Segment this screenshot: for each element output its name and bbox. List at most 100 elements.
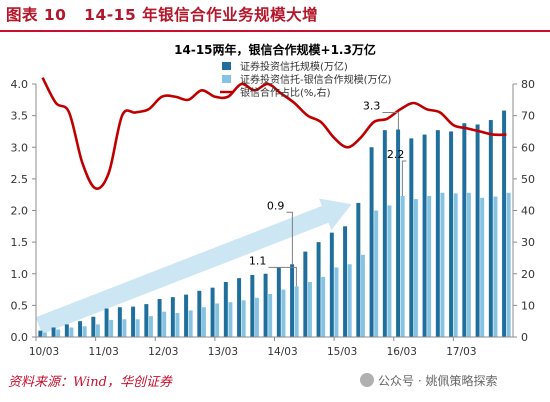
- left-tick-label: 0.5: [11, 299, 29, 312]
- right-tick-label: 20: [521, 268, 535, 281]
- x-tick-label: 11/03: [88, 346, 118, 358]
- x-tick-label: 13/03: [208, 346, 238, 358]
- bar-bank-trust-cooperation: [95, 324, 100, 337]
- bar-securities-trust: [303, 251, 308, 337]
- bar-securities-trust: [396, 129, 401, 337]
- figure-header: 图表 10 14-15 年银信合作业务规模大增: [0, 0, 550, 30]
- annotation-leader: [268, 266, 297, 287]
- left-tick-label: 1.5: [11, 236, 29, 249]
- bar-bank-trust-cooperation: [201, 307, 206, 337]
- bar-bank-trust-cooperation: [334, 267, 339, 337]
- bar-securities-trust: [250, 275, 255, 337]
- bar-bank-trust-cooperation: [281, 289, 286, 337]
- x-tick-label: 17/03: [446, 346, 476, 358]
- bar-securities-trust: [117, 307, 122, 337]
- chart-title: 14-15两年，银信合作规模+1.3万亿: [174, 42, 376, 57]
- bar-securities-trust: [223, 281, 228, 337]
- annotation-leader: [382, 112, 399, 130]
- bar-securities-trust: [462, 123, 467, 337]
- figure-title: 图表 10 14-15 年银信合作业务规模大增: [6, 3, 318, 25]
- bar-bank-trust-cooperation: [148, 316, 153, 337]
- left-tick-label: 1.0: [11, 268, 29, 281]
- right-tick-label: 60: [521, 141, 535, 154]
- bar-securities-trust: [104, 308, 109, 337]
- bar-securities-trust: [197, 290, 202, 337]
- bar-securities-trust: [38, 330, 43, 337]
- annotation-label: 0.9: [267, 199, 285, 212]
- trend-arrow-layer: [35, 198, 352, 334]
- bar-bank-trust-cooperation: [268, 293, 273, 337]
- bar-bank-trust-cooperation: [135, 319, 140, 337]
- annotation-label: 1.1: [249, 254, 267, 267]
- bar-bank-trust-cooperation: [228, 302, 233, 337]
- watermark-text: 公众号 · 姚佩策略探索: [378, 374, 498, 388]
- bar-bank-trust-cooperation: [347, 264, 352, 337]
- bar-bank-trust-cooperation: [241, 300, 246, 337]
- bar-securities-trust: [422, 134, 427, 337]
- bar-bank-trust-cooperation: [321, 276, 326, 337]
- bars-layer: [38, 110, 511, 338]
- bar-bank-trust-cooperation: [387, 205, 392, 337]
- bar-securities-trust: [329, 232, 334, 337]
- right-tick-label: 50: [521, 173, 535, 186]
- bar-securities-trust: [263, 273, 268, 337]
- annotation-leader: [286, 211, 293, 265]
- wechat-icon: [360, 373, 374, 387]
- header-divider: [0, 30, 550, 32]
- left-tick-label: 0.0: [11, 331, 29, 344]
- bar-securities-trust: [369, 147, 374, 337]
- bar-securities-trust: [91, 316, 96, 337]
- legend-entry: 证券投资信托-银信合作规模(万亿): [240, 73, 392, 86]
- bar-bank-trust-cooperation: [440, 192, 445, 337]
- bar-bank-trust-cooperation: [254, 297, 259, 337]
- bar-bank-trust-cooperation: [427, 195, 432, 337]
- bar-securities-trust: [382, 130, 387, 337]
- left-tick-label: 4.0: [11, 78, 29, 91]
- bar-securities-trust: [449, 131, 454, 337]
- left-tick-label: 3.5: [11, 110, 29, 123]
- trend-arrow: [35, 198, 352, 334]
- bar-bank-trust-cooperation: [400, 195, 405, 337]
- figure-label: 图表 10: [6, 6, 67, 24]
- annotations-layer: 1.1 0.9 3.3 2.2: [249, 100, 407, 287]
- bar-securities-trust: [131, 306, 136, 337]
- annotation-leader: [401, 160, 407, 196]
- left-tick-label: 2.0: [11, 205, 29, 218]
- chart-area: 14-15两年，银信合作规模+1.3万亿 0.0 0.5 1.0 1.5 2.0 2.5 3…: [11, 42, 536, 358]
- x-tick-label: 10/03: [29, 346, 59, 358]
- bar-bank-trust-cooperation: [294, 286, 299, 337]
- right-tick-label: 70: [521, 110, 535, 123]
- bar-bank-trust-cooperation: [69, 327, 74, 337]
- legend-entry: 银信合作占比(%,右): [240, 86, 331, 99]
- bar-securities-trust: [343, 226, 348, 337]
- bar-bank-trust-cooperation: [122, 319, 127, 337]
- bar-securities-trust: [475, 124, 480, 337]
- bar-securities-trust: [488, 120, 493, 337]
- bar-bank-trust-cooperation: [162, 311, 167, 337]
- source-note: 资料来源：Wind，华创证券: [8, 375, 172, 390]
- axes-layer: 0.0 0.5 1.0 1.5 2.0 2.5 3.0 3.5 4.0 0 10 20 30 40 50 60…: [11, 78, 536, 358]
- annotation-label: 2.2: [387, 148, 405, 161]
- annotation-label: 3.3: [363, 100, 381, 113]
- bar-securities-trust: [290, 264, 295, 337]
- x-tick-label: 14/03: [267, 346, 297, 358]
- right-tick-label: 30: [521, 236, 535, 249]
- legend-swatch: [222, 62, 231, 70]
- watermark: 公众号 · 姚佩策略探索: [360, 372, 497, 389]
- legend-entry: 证券投资信托规模(万亿): [240, 60, 348, 73]
- x-tick-label: 16/03: [387, 346, 417, 358]
- bar-securities-trust: [435, 130, 440, 337]
- bar-bank-trust-cooperation: [453, 193, 458, 337]
- bar-securities-trust: [502, 110, 507, 337]
- x-tick-label: 12/03: [148, 346, 178, 358]
- figure-title-text: 14-15 年银信合作业务规模大增: [84, 6, 319, 24]
- bar-securities-trust: [51, 327, 56, 337]
- line-bank-trust-ratio: [41, 77, 507, 190]
- legend-swatch: [222, 75, 231, 83]
- bar-bank-trust-cooperation: [360, 254, 365, 337]
- bar-bank-trust-cooperation: [374, 210, 379, 337]
- bar-bank-trust-cooperation: [109, 319, 114, 337]
- left-tick-label: 2.5: [11, 173, 29, 186]
- right-tick-label: 10: [521, 299, 535, 312]
- right-tick-label: 80: [521, 78, 535, 91]
